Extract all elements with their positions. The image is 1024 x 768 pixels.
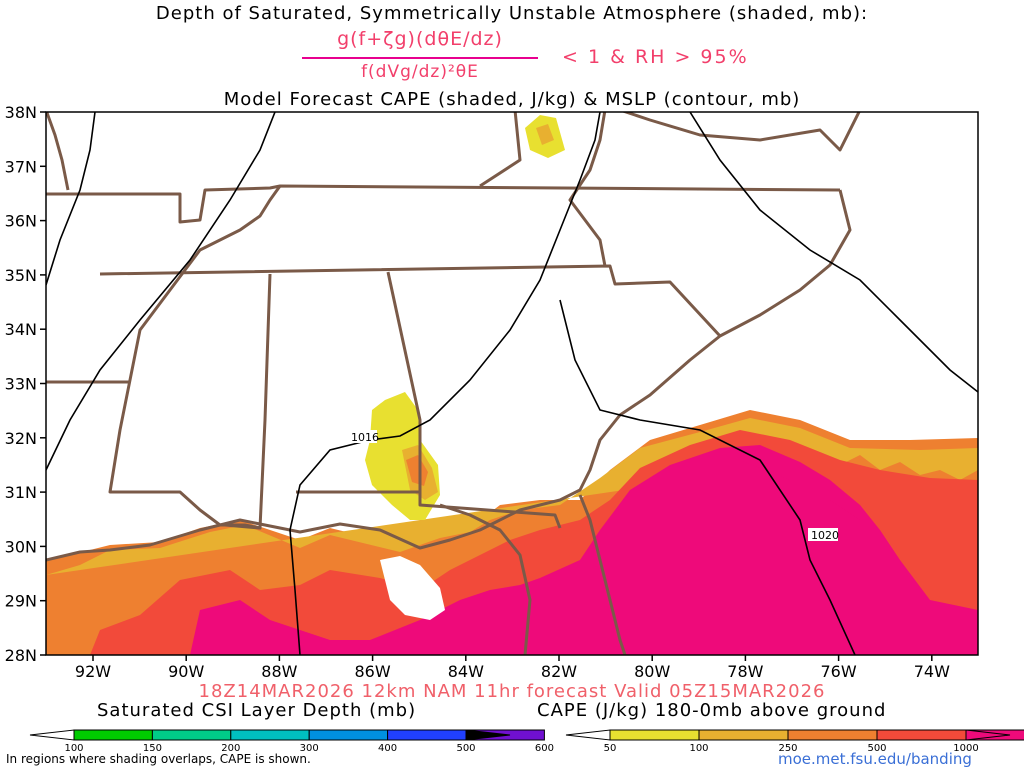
lon-label: 80W xyxy=(634,662,670,681)
cape-swatch xyxy=(787,729,878,741)
csi-swatch xyxy=(73,729,153,741)
lon-label: 90W xyxy=(168,662,204,681)
cape-shade-50-inland xyxy=(365,392,440,520)
csi-tick-label: 600 xyxy=(535,743,554,754)
csi-tick-label: 200 xyxy=(221,743,240,754)
cape-tick-label: 100 xyxy=(689,743,708,754)
lat-label: 33N xyxy=(5,375,37,394)
source-link[interactable]: moe.met.fsu.edu/banding xyxy=(778,750,972,768)
isobars xyxy=(46,112,978,655)
cape-shade-250-inland xyxy=(406,455,428,486)
cape-swatch xyxy=(698,729,789,741)
cape-swatch-above xyxy=(965,729,1011,741)
cape-shade-1000-east xyxy=(600,460,880,655)
csi-swatch xyxy=(308,729,389,741)
overlap-note: In regions where shading overlaps, CAPE … xyxy=(6,752,311,766)
lon-label: 82W xyxy=(541,662,577,681)
lon-label: 92W xyxy=(75,662,111,681)
csi-swatch xyxy=(151,729,232,741)
lon-label: 88W xyxy=(261,662,297,681)
cape-tick-label: 1000 xyxy=(953,743,978,754)
formula-numerator: g(f+ζg)(dθE/dz) xyxy=(337,28,503,50)
state-borders xyxy=(46,112,861,655)
cape-swatch xyxy=(876,729,967,741)
latitude-axis: 38N 37N 36N 35N 34N 33N 32N 31N 30N 29N 28N xyxy=(5,103,46,665)
cape-colorbar-label: CAPE (J/kg) 180-0mb above ground xyxy=(537,700,887,721)
csi-tick-label: 150 xyxy=(143,743,162,754)
isobar-label-group: 1016 1020 xyxy=(349,430,839,542)
cape-gap xyxy=(380,556,445,620)
longitude-axis: 92W 90W 88W 86W 84W 82W 80W 78W 76W 74W xyxy=(75,655,950,681)
lon-label: 86W xyxy=(355,662,391,681)
csi-colorbar-label: Saturated CSI Layer Depth (mb) xyxy=(97,700,417,721)
cape-swatch-below xyxy=(565,729,611,741)
title-line-3: Model Forecast CAPE (shaded, J/kg) & MSL… xyxy=(223,89,801,110)
formula-denominator: f(dVg/dz)²θE xyxy=(361,62,479,82)
csi-swatch-above xyxy=(465,729,511,741)
lat-label: 34N xyxy=(5,320,37,339)
csi-tick-label: 500 xyxy=(456,743,475,754)
cape-tick-label: 250 xyxy=(778,743,797,754)
title-line-1: Depth of Saturated, Symmetrically Unstab… xyxy=(155,3,869,24)
csi-swatch xyxy=(230,729,310,741)
cape-tick-label: 500 xyxy=(867,743,886,754)
csi-tick-label: 300 xyxy=(300,743,319,754)
csi-swatch xyxy=(387,729,467,741)
lat-label: 31N xyxy=(5,483,37,502)
cape-colorbar: 50 100 250 500 1000 xyxy=(565,729,1024,754)
isobar-label-1016: 1016 xyxy=(351,431,379,444)
lat-label: 32N xyxy=(5,429,37,448)
lat-label: 36N xyxy=(5,212,37,231)
lat-label: 28N xyxy=(5,646,37,665)
lon-label: 84W xyxy=(448,662,484,681)
cape-shade-100-north xyxy=(536,124,554,145)
lat-label: 30N xyxy=(5,537,37,556)
cape-tick-label: 50 xyxy=(604,743,617,754)
lat-label: 37N xyxy=(5,157,37,176)
formula-condition: < 1 & RH > 95% xyxy=(562,46,749,68)
lat-label: 29N xyxy=(5,592,37,611)
valid-time-line: 18Z14MAR2026 12km NAM 11hr forecast Vali… xyxy=(198,681,826,702)
cape-swatch xyxy=(609,729,700,741)
csi-swatch-below xyxy=(29,729,75,741)
lat-label: 35N xyxy=(5,266,37,285)
isobar-label-1020: 1020 xyxy=(811,529,839,542)
lon-label: 74W xyxy=(914,662,950,681)
lat-label: 38N xyxy=(5,103,37,122)
csi-tick-label: 100 xyxy=(64,743,83,754)
lon-label: 76W xyxy=(821,662,857,681)
csi-tick-label: 400 xyxy=(378,743,397,754)
formula-fraction-bar xyxy=(302,57,538,59)
lon-label: 78W xyxy=(727,662,763,681)
csi-colorbar: 100 150 200 300 400 500 600 xyxy=(29,729,554,754)
